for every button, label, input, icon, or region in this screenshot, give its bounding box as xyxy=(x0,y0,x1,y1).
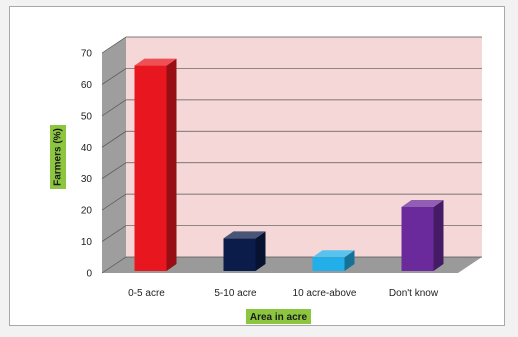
x-axis-title: Area in acre xyxy=(246,309,311,324)
x-category-label: 0-5 acre xyxy=(128,288,165,299)
y-tick-label: 60 xyxy=(81,80,93,91)
bar-side xyxy=(433,200,444,271)
bar xyxy=(223,231,266,271)
gridline xyxy=(101,162,482,180)
gridline xyxy=(101,130,482,148)
bars xyxy=(134,58,444,272)
gridlines xyxy=(101,36,482,274)
bar-front xyxy=(312,257,345,271)
floor xyxy=(102,257,482,273)
gridline xyxy=(101,193,482,211)
y-axis-title-bg xyxy=(50,125,66,189)
x-category-label: 10 acre-above xyxy=(293,288,357,299)
gridline xyxy=(101,36,482,54)
chart-svg: 0 10 20 30 40 50 60 70 0-5 acre 5-10 acre 10 acre… xyxy=(50,36,482,324)
bar-front xyxy=(401,207,434,271)
y-axis-title-text: Farmers (%) xyxy=(53,128,64,186)
gridline xyxy=(101,256,482,274)
bar-side xyxy=(255,231,266,271)
bar xyxy=(134,58,177,272)
x-axis-title-text: Area in acre xyxy=(250,312,308,323)
side-wall xyxy=(102,37,126,273)
bar xyxy=(312,250,355,271)
x-category-label: 5-10 acre xyxy=(214,288,257,299)
y-tick-label: 30 xyxy=(81,174,93,185)
bar-side xyxy=(166,58,177,272)
bar-front xyxy=(134,65,167,271)
y-axis-title: Farmers (%) xyxy=(50,125,66,189)
x-axis-title-bg xyxy=(246,309,311,324)
y-tick-label: 0 xyxy=(86,269,92,280)
y-tick-label: 20 xyxy=(81,206,93,217)
y-tick-labels: 0 10 20 30 40 50 60 70 xyxy=(81,49,93,280)
gridline xyxy=(101,68,482,85)
y-tick-label: 70 xyxy=(81,49,93,60)
y-tick-label: 50 xyxy=(81,111,93,122)
bar-side xyxy=(344,250,355,271)
bar-top xyxy=(401,200,444,207)
y-tick-label: 10 xyxy=(81,237,93,248)
y-tick-label: 40 xyxy=(81,143,93,154)
bar-top xyxy=(134,58,177,66)
chart-frame: 0 10 20 30 40 50 60 70 0-5 acre 5-10 acre 10 acre… xyxy=(9,6,505,326)
x-category-label: Don't know xyxy=(389,288,439,299)
chart-walls xyxy=(102,37,482,273)
bar-front xyxy=(223,238,256,271)
bar-top xyxy=(312,250,355,258)
x-category-labels: 0-5 acre 5-10 acre 10 acre-above Don't know xyxy=(128,288,439,299)
gridline xyxy=(101,99,482,117)
gridline xyxy=(101,225,482,242)
bar-top xyxy=(223,231,266,239)
bar xyxy=(401,200,444,271)
